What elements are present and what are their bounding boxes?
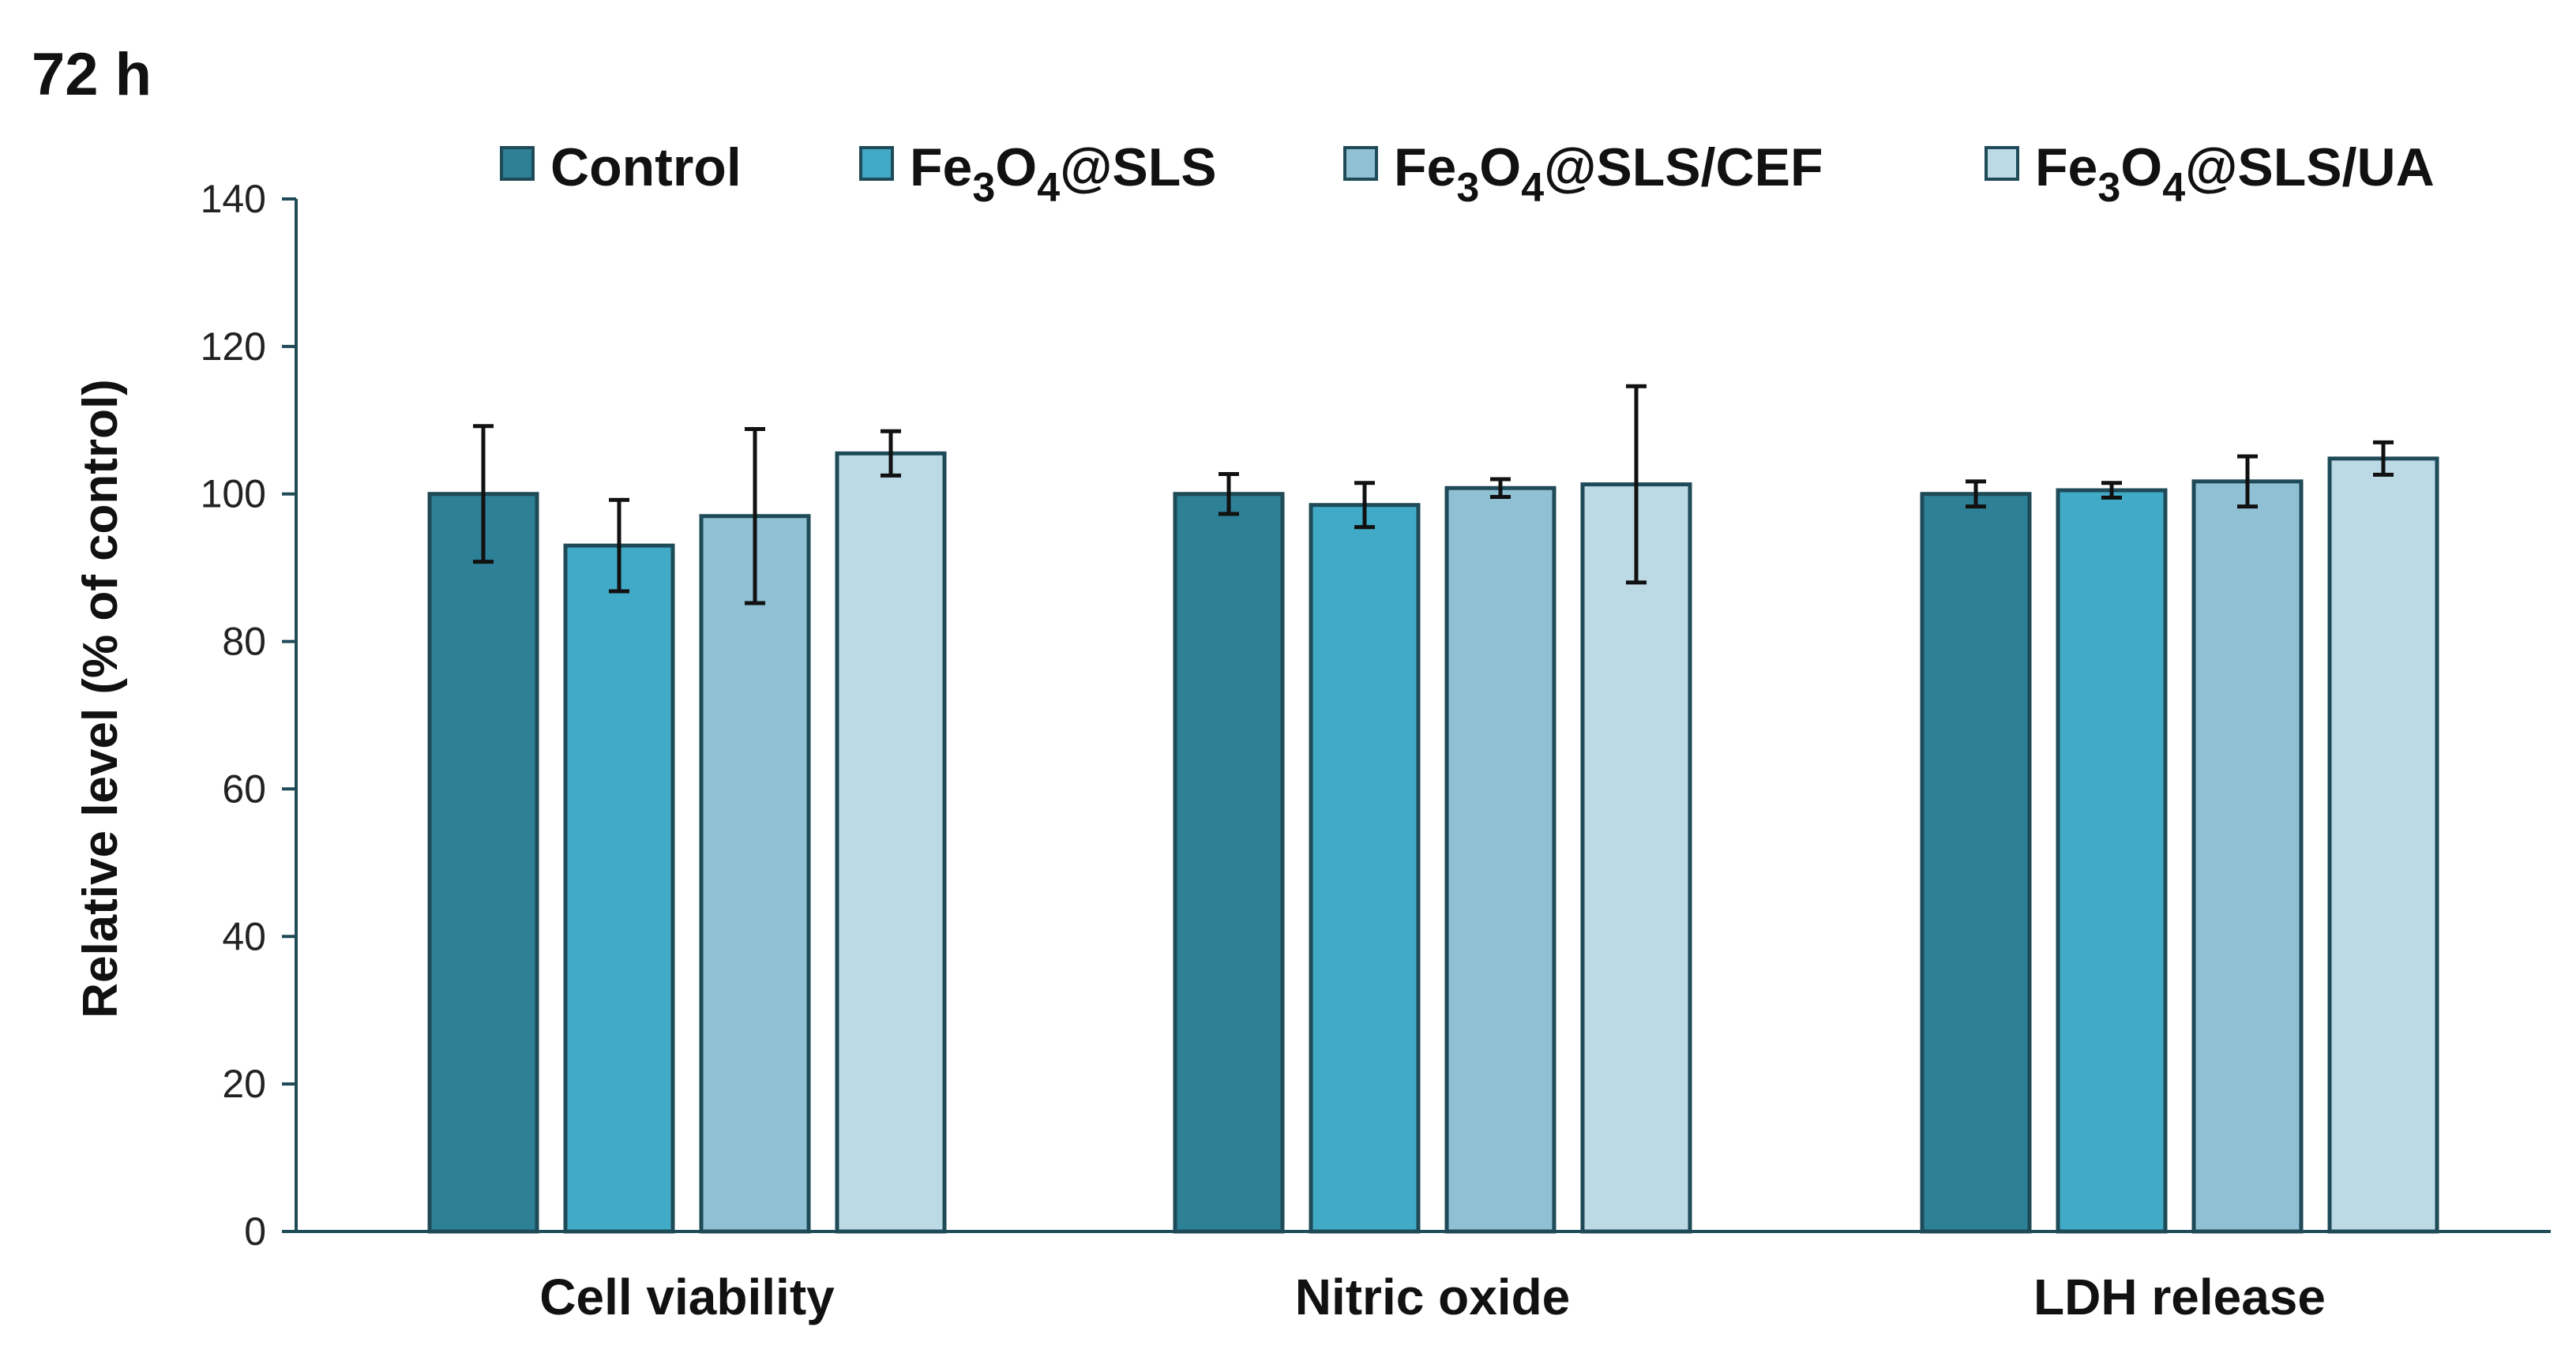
legend-subscript: 3 bbox=[1456, 165, 1479, 211]
y-tick-label: 140 bbox=[201, 177, 266, 221]
bar-1-2 bbox=[1444, 485, 1556, 1234]
category-label: Cell viability bbox=[539, 1269, 835, 1325]
legend-subscript: 3 bbox=[972, 165, 995, 211]
bar-2-1 bbox=[2056, 488, 2168, 1234]
legend-text: @SLS bbox=[1060, 137, 1217, 197]
category-labels: Cell viability Nitric oxide LDH release bbox=[539, 1269, 2326, 1325]
legend-text: @SLS/CEF bbox=[1544, 137, 1823, 197]
chart-title: 72 h bbox=[32, 41, 152, 108]
bars bbox=[427, 451, 2439, 1234]
legend-subscript: 4 bbox=[1037, 165, 1060, 211]
bar-0-1 bbox=[563, 543, 675, 1234]
legend-subscript: 4 bbox=[2162, 165, 2185, 211]
bar-2-2 bbox=[2191, 479, 2304, 1234]
y-tick-label: 100 bbox=[201, 472, 266, 516]
legend-swatch bbox=[859, 146, 894, 181]
y-axis-ticks: 0 20 40 60 80 100 120 140 bbox=[201, 177, 296, 1254]
error-bars bbox=[473, 384, 2394, 605]
legend-text: Fe bbox=[2035, 137, 2097, 197]
legend-swatch bbox=[1985, 146, 2019, 181]
legend-text: Control bbox=[550, 137, 742, 197]
legend-text: O bbox=[2120, 137, 2162, 197]
bar-2-0 bbox=[1920, 492, 2032, 1234]
legend-label: Fe3O4@SLS/CEF bbox=[1394, 137, 1823, 211]
legend-text: @SLS/UA bbox=[2185, 137, 2435, 197]
legend-label: Fe3O4@SLS/UA bbox=[2035, 137, 2435, 211]
y-tick-label: 20 bbox=[222, 1062, 266, 1106]
y-axis-label: Relative level (% of control) bbox=[73, 379, 128, 1018]
category-label: Nitric oxide bbox=[1295, 1269, 1571, 1325]
y-tick-label: 120 bbox=[201, 324, 266, 369]
y-tick-label: 40 bbox=[222, 914, 266, 958]
bar-1-0 bbox=[1173, 492, 1285, 1234]
legend-text: Fe bbox=[910, 137, 972, 197]
y-tick-label: 60 bbox=[222, 767, 266, 811]
bar-1-3 bbox=[1580, 482, 1692, 1234]
legend-text: Fe bbox=[1394, 137, 1456, 197]
y-tick-label: 0 bbox=[244, 1209, 266, 1254]
bar-1-1 bbox=[1309, 503, 1421, 1234]
legend-label: Fe3O4@SLS bbox=[910, 137, 1217, 211]
legend-text: O bbox=[1479, 137, 1521, 197]
bar-0-2 bbox=[699, 514, 811, 1234]
bar-0-0 bbox=[427, 492, 539, 1234]
legend-label: Control bbox=[550, 137, 742, 197]
legend-subscript: 4 bbox=[1521, 165, 1544, 211]
axes bbox=[295, 199, 2551, 1233]
category-label: LDH release bbox=[2033, 1269, 2326, 1325]
legend-subscript: 3 bbox=[2097, 165, 2120, 211]
legend-swatch bbox=[500, 146, 535, 181]
bar-2-3 bbox=[2327, 456, 2439, 1234]
legend-text: O bbox=[995, 137, 1037, 197]
legend-swatch bbox=[1343, 146, 1378, 181]
bar-0-3 bbox=[835, 451, 947, 1234]
legend: Control Fe3O4@SLS Fe3O4@SLS/CEF Fe3O4@SLS/U… bbox=[500, 137, 2435, 211]
y-tick-label: 80 bbox=[222, 620, 266, 664]
